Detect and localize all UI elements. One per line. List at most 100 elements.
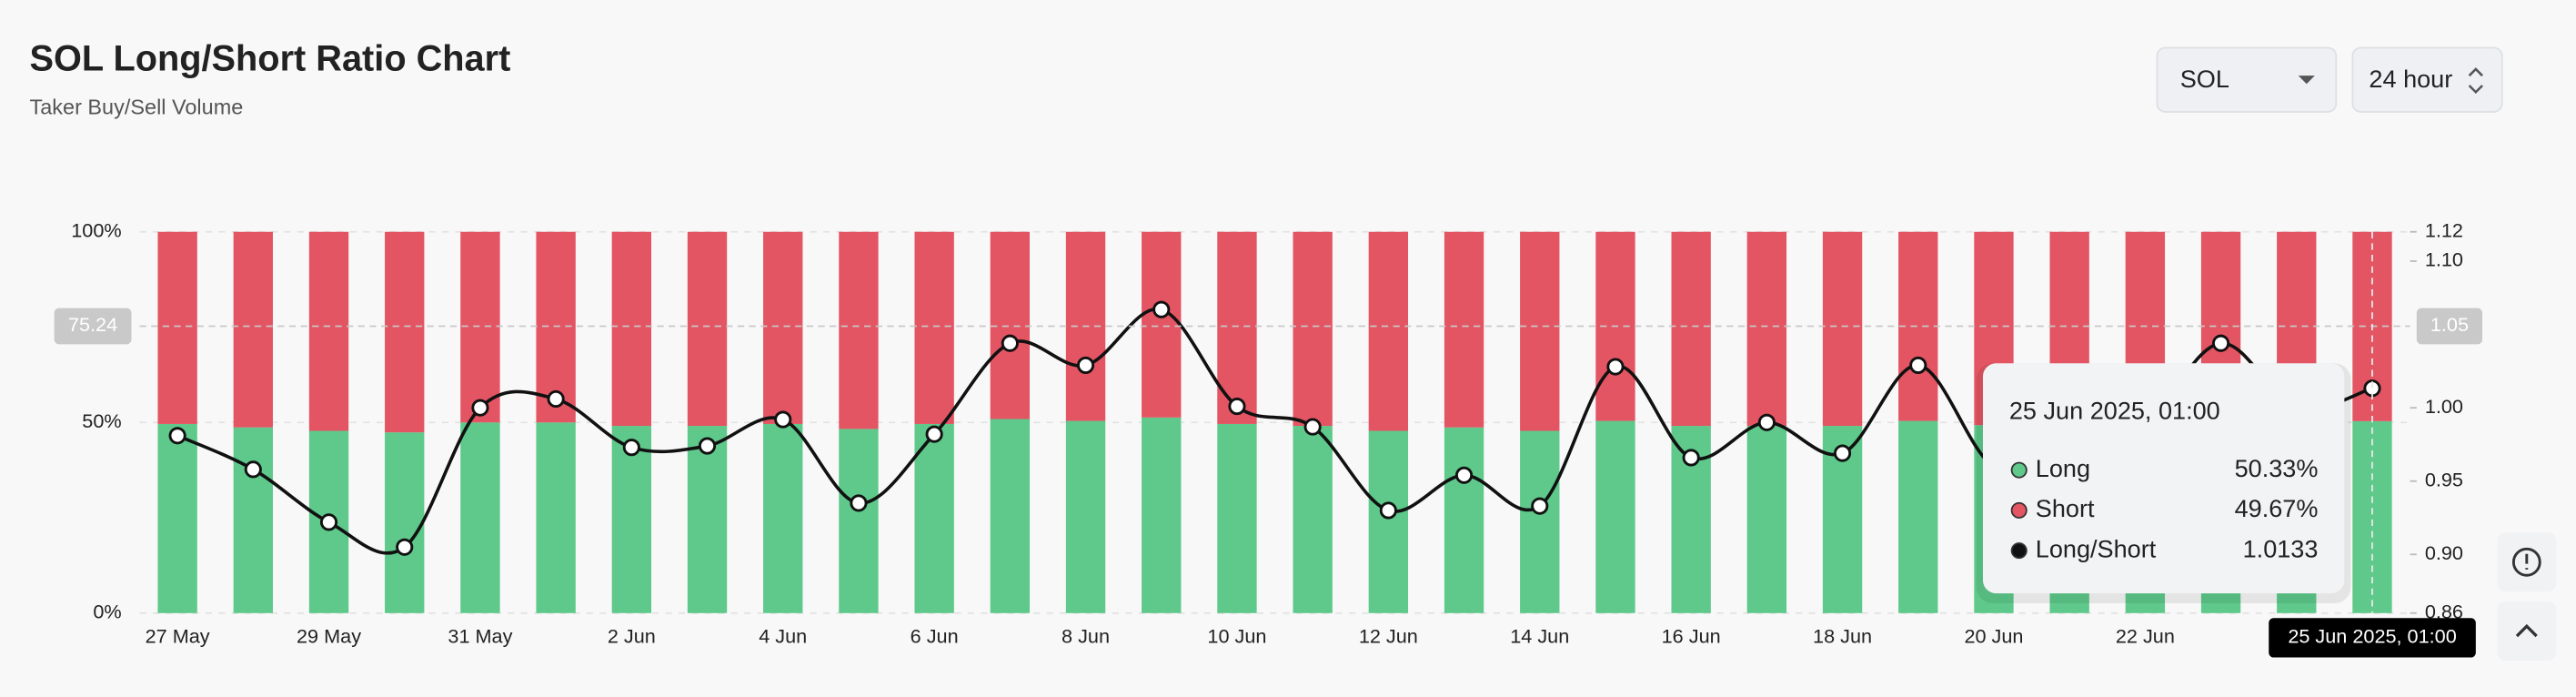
bar-segment <box>914 423 954 613</box>
ratio-point <box>925 425 943 443</box>
interval-select[interactable]: 24 hour <box>2351 46 2503 113</box>
select-box[interactable] <box>2156 46 2338 113</box>
x-tick-label: 31 May <box>448 625 512 648</box>
crosshair-left-label: 75.24 <box>68 313 117 336</box>
tooltip-swatch <box>2010 461 2028 479</box>
bar-segment <box>611 426 652 613</box>
ratio-point <box>1606 358 1625 376</box>
bar-segment <box>1444 427 1484 613</box>
ratio-point <box>1833 444 1852 462</box>
bar-segment <box>1822 231 1863 427</box>
y2-tick-label: 1.10 <box>2425 248 2463 271</box>
bar-segment <box>536 422 576 613</box>
ratio-point <box>622 439 640 457</box>
bar-segment <box>1368 231 1409 431</box>
bar-segment <box>1671 231 1711 427</box>
tooltip-value: 1.0133 <box>2243 534 2319 562</box>
bar-segment <box>1217 231 1257 424</box>
select-label[interactable]: 24 hour <box>2369 65 2452 93</box>
select-arrows <box>2468 67 2483 95</box>
y2-tick-label: 1.00 <box>2425 395 2463 418</box>
bar-segment <box>385 231 425 433</box>
y-tick-label: 100% <box>71 218 121 241</box>
x-tick-label: 20 Jun <box>1964 625 2023 648</box>
x-hover-label: 25 Jun 2025, 01:00 <box>2288 625 2456 648</box>
bar-segment <box>1142 231 1182 418</box>
ratio-point <box>1379 501 1397 520</box>
bar-segment <box>460 231 500 423</box>
tooltip-swatch <box>2010 542 2028 560</box>
y-tick-label: 50% <box>82 409 121 432</box>
tooltip-series-name: Long/Short <box>2036 534 2157 562</box>
bar-segment <box>611 231 652 427</box>
bar-segment <box>1217 423 1257 613</box>
tooltip: 25 Jun 2025, 01:00 Long 50.33% Short 49.67% L… <box>1976 363 2351 603</box>
bar-segment <box>1520 430 1560 613</box>
ratio-point <box>471 399 489 417</box>
scroll-top-button[interactable] <box>2497 601 2557 662</box>
ratio-point <box>168 427 186 445</box>
x-hover-badge <box>2269 618 2476 658</box>
tooltip-series-name: Long <box>2036 454 2090 482</box>
bar-segment <box>839 231 879 429</box>
bar-segment <box>1065 420 1106 613</box>
side-buttons <box>2497 532 2557 662</box>
ratio-point <box>244 460 262 479</box>
crosshair-badge <box>2416 308 2483 345</box>
tooltip-title: 25 Jun 2025, 01:00 <box>2009 397 2220 425</box>
ratio-point <box>319 513 338 531</box>
y-tick-label: 0% <box>93 601 121 623</box>
bar-segment <box>157 231 197 424</box>
bar-segment <box>2352 420 2392 613</box>
tooltip-value: 50.33% <box>2235 454 2319 482</box>
ratio-point <box>2212 334 2230 352</box>
ratio-point <box>1531 497 1549 515</box>
ratio-point <box>1228 397 1246 416</box>
ratio-point <box>1303 418 1322 436</box>
ratio-point <box>850 494 868 512</box>
select-box[interactable] <box>2351 46 2503 113</box>
x-tick-label: 22 Jun <box>2116 625 2175 648</box>
ratio-point <box>1076 356 1095 374</box>
bar-segment <box>460 422 500 613</box>
ratio-point <box>1001 334 1019 352</box>
ratio-point <box>1152 300 1171 318</box>
bar-segment <box>1368 430 1409 613</box>
ratio-point <box>774 410 792 429</box>
ratio-point <box>1757 413 1776 431</box>
tooltip-value: 49.67% <box>2235 494 2319 522</box>
bar-segment <box>1520 231 1560 431</box>
ratio-point <box>1454 466 1474 484</box>
x-tick-label: 10 Jun <box>1207 625 1266 648</box>
bar-segment <box>687 426 728 613</box>
bar-segment <box>1444 231 1484 428</box>
bar-segment <box>1142 417 1182 613</box>
x-tick-label: 8 Jun <box>1062 625 1110 648</box>
bar-segment <box>763 423 803 613</box>
bar-segment <box>233 427 273 613</box>
bar-segment <box>914 231 954 424</box>
ratio-point <box>698 437 717 455</box>
bar-segment <box>157 423 197 613</box>
select-label[interactable]: SOL <box>2180 65 2229 93</box>
chart-subtitle: Taker Buy/Sell Volume <box>30 96 244 119</box>
bar-segment <box>1746 231 1787 427</box>
symbol-select[interactable]: SOL <box>2156 46 2338 113</box>
chart-title: SOL Long/Short Ratio Chart <box>30 38 511 78</box>
feedback-icon <box>2511 547 2541 577</box>
bar-segment <box>763 231 803 424</box>
bar-segment <box>1595 420 1635 613</box>
x-tick-label: 6 Jun <box>911 625 959 648</box>
tooltip-series-name: Short <box>2036 494 2095 522</box>
x-tick-label: 16 Jun <box>1662 625 1721 648</box>
x-tick-label: 2 Jun <box>608 625 656 648</box>
ratio-point <box>1682 449 1700 467</box>
tooltip-box <box>1982 363 2345 594</box>
bar-segment <box>839 429 879 613</box>
bar-segment <box>308 231 349 431</box>
bar-segment <box>990 419 1031 613</box>
crosshair-badge <box>54 308 132 345</box>
